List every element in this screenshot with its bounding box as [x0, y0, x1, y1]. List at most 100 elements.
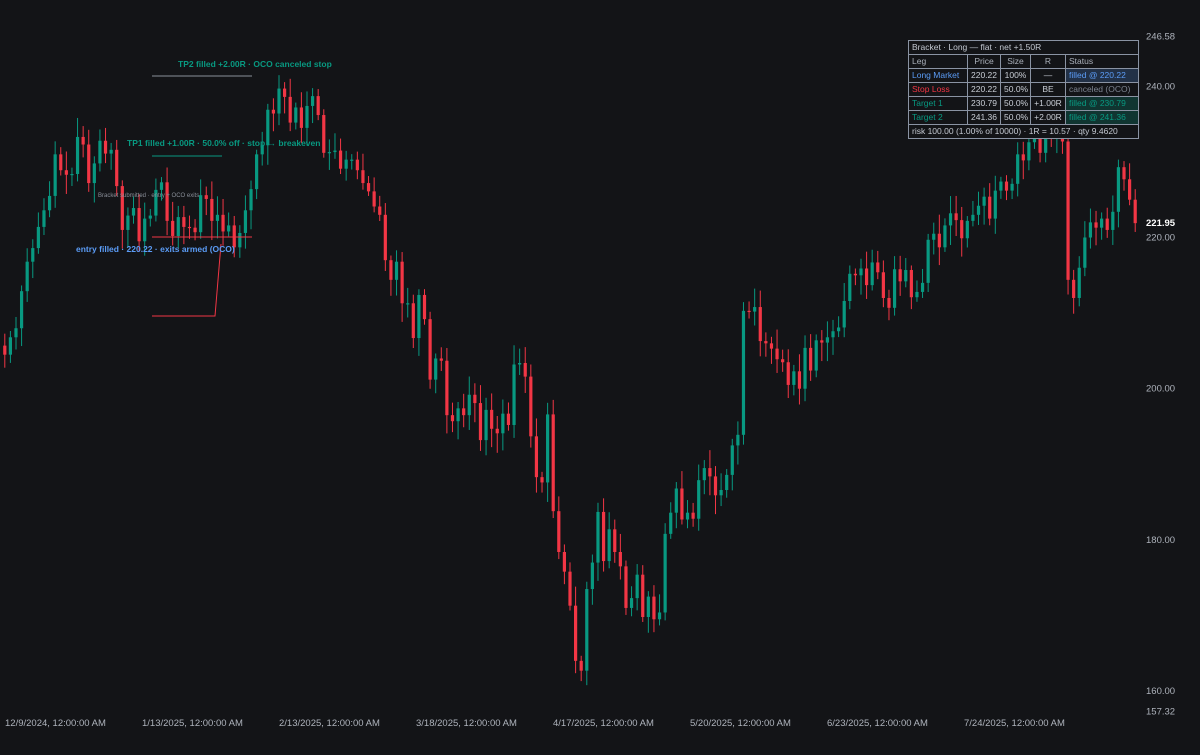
candle — [64, 151, 68, 194]
candle — [708, 450, 712, 496]
time-tick-label: 2/13/2025, 12:00:00 AM — [279, 718, 380, 729]
candle — [786, 349, 790, 399]
candle-body — [887, 297, 891, 308]
header-leg: Leg — [912, 56, 927, 66]
candle — [680, 471, 684, 525]
leg-size: 100% — [1000, 69, 1030, 82]
candle-body — [747, 310, 751, 313]
candle — [747, 301, 751, 319]
time-tick-label: 3/18/2025, 12:00:00 AM — [416, 718, 517, 729]
candle-body — [999, 181, 1003, 191]
candle-body — [1077, 267, 1081, 298]
candle-body — [322, 115, 326, 153]
candle — [618, 533, 622, 580]
candle-body — [484, 409, 488, 441]
candle-body — [87, 144, 91, 184]
candle-body — [786, 362, 790, 385]
candle — [669, 502, 673, 539]
candle-body — [277, 88, 281, 114]
price-axis[interactable]: 246.58 240.00 220.00 200.00 180.00 160.00 157.… — [1146, 32, 1176, 718]
candle — [534, 418, 539, 493]
candle-body — [255, 154, 259, 190]
candle-body — [417, 294, 421, 339]
time-axis[interactable]: 12/9/2024, 12:00:00 AM 1/13/2025, 12:00:0… — [5, 718, 1065, 729]
price-tick-label: 246.58 — [1146, 32, 1175, 43]
candle-body — [965, 220, 969, 239]
candle-body — [590, 562, 594, 590]
candle-body — [1094, 222, 1098, 228]
candle-body — [618, 551, 622, 567]
candle — [797, 354, 802, 405]
candle — [428, 311, 432, 389]
candle-body — [126, 215, 130, 230]
candle-body — [495, 428, 499, 434]
price-tick-label: 180.00 — [1146, 535, 1175, 546]
candle-body — [389, 260, 393, 280]
candle — [652, 585, 656, 633]
candle-body — [165, 182, 169, 221]
candle-body — [764, 341, 768, 344]
candle — [355, 151, 359, 180]
candle — [19, 285, 24, 347]
time-tick-label: 5/20/2025, 12:00:00 AM — [690, 718, 791, 729]
candle — [702, 460, 706, 495]
candle-body — [1122, 167, 1126, 180]
candle-body — [53, 154, 57, 196]
candle — [1128, 163, 1132, 206]
candle — [635, 564, 639, 611]
candle — [932, 222, 936, 255]
candle — [691, 502, 695, 527]
candle-body — [758, 307, 762, 342]
candle — [361, 153, 365, 190]
candle — [333, 133, 337, 159]
candle-body — [814, 340, 818, 371]
candle-body — [333, 150, 337, 153]
candle-body — [232, 225, 236, 248]
candle — [960, 206, 964, 257]
candle-body — [478, 403, 483, 441]
candle-body — [294, 107, 298, 123]
candle-body — [227, 225, 231, 232]
leg-size: 50.0% — [1000, 97, 1030, 110]
candle-body — [501, 413, 505, 434]
candle — [775, 329, 779, 373]
leg-status: filled @ 241.36 — [1065, 111, 1138, 124]
candle-body — [585, 589, 589, 671]
candle-body — [652, 596, 656, 620]
candle-body — [490, 409, 494, 429]
candle-body — [624, 566, 628, 608]
entry-label: entry filled · 220.22 · exits armed (OCO… — [76, 244, 235, 254]
candle-body — [422, 294, 427, 320]
candle — [999, 176, 1003, 199]
candle-body — [607, 529, 611, 562]
candle — [1027, 136, 1031, 171]
candle — [495, 415, 499, 453]
candle-body — [1133, 199, 1137, 224]
candle-body — [1038, 133, 1042, 153]
candle — [249, 180, 253, 230]
candle-body — [529, 376, 533, 437]
candle-body — [25, 261, 29, 292]
candle — [892, 256, 897, 316]
candle-body — [310, 96, 315, 106]
candle — [825, 321, 830, 362]
candle-body — [876, 262, 880, 273]
candle-body — [378, 206, 382, 215]
candle — [204, 186, 208, 216]
candle — [299, 92, 303, 143]
candle-body — [993, 190, 997, 219]
candle-body — [546, 414, 550, 483]
candle-body — [75, 136, 80, 174]
candle — [803, 335, 807, 402]
candle — [171, 201, 175, 246]
candle — [719, 473, 723, 507]
candle-body — [383, 214, 387, 261]
table-row: Stop Loss 220.22 50.0% BE canceled (OCO) — [909, 82, 1138, 96]
candle — [809, 334, 813, 381]
candle — [579, 655, 583, 682]
candle-body — [92, 163, 96, 184]
candle — [227, 212, 231, 237]
candle-body — [904, 270, 908, 282]
